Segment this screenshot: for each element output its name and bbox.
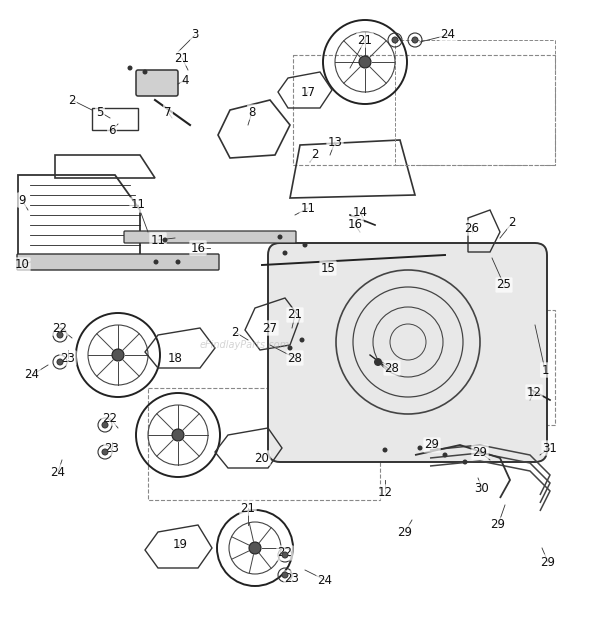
Circle shape	[175, 260, 181, 265]
Text: 10: 10	[15, 258, 30, 272]
Text: 6: 6	[108, 123, 116, 137]
Text: 30: 30	[474, 481, 489, 495]
Text: 5: 5	[96, 105, 104, 119]
Text: 23: 23	[61, 352, 76, 364]
Text: 24: 24	[441, 29, 455, 41]
FancyBboxPatch shape	[124, 231, 296, 243]
Circle shape	[392, 37, 398, 43]
Text: 21: 21	[358, 34, 372, 46]
Text: 26: 26	[464, 222, 480, 234]
Text: 29: 29	[473, 446, 487, 458]
Text: 12: 12	[378, 486, 392, 498]
Text: 23: 23	[284, 572, 300, 584]
Circle shape	[442, 453, 447, 457]
Text: 21: 21	[175, 51, 189, 65]
Text: 22: 22	[53, 321, 67, 335]
Circle shape	[162, 237, 168, 243]
Bar	[293, 55, 555, 165]
Text: 18: 18	[168, 352, 182, 364]
Text: 21: 21	[241, 502, 255, 514]
Text: 13: 13	[327, 135, 342, 149]
Circle shape	[277, 234, 283, 239]
Circle shape	[374, 358, 382, 366]
Text: 22: 22	[277, 547, 293, 559]
Text: 9: 9	[18, 194, 26, 206]
Text: 11: 11	[150, 234, 166, 246]
Text: 31: 31	[543, 441, 558, 455]
Circle shape	[382, 448, 388, 453]
Text: 29: 29	[398, 526, 412, 538]
Text: 2: 2	[508, 217, 516, 229]
Circle shape	[102, 422, 108, 428]
Text: 19: 19	[172, 538, 188, 552]
Text: 28: 28	[385, 361, 399, 375]
Circle shape	[282, 552, 288, 558]
FancyBboxPatch shape	[268, 243, 547, 462]
Text: 24: 24	[317, 573, 333, 587]
Text: 27: 27	[263, 321, 277, 335]
Text: 20: 20	[254, 451, 270, 464]
Text: 12: 12	[526, 385, 542, 399]
Circle shape	[127, 65, 133, 70]
Bar	[148, 388, 380, 500]
FancyBboxPatch shape	[136, 70, 178, 96]
Circle shape	[57, 359, 63, 365]
Text: 17: 17	[300, 86, 316, 98]
Circle shape	[463, 460, 467, 464]
Circle shape	[153, 260, 159, 265]
Circle shape	[143, 69, 148, 74]
Text: 4: 4	[181, 74, 189, 86]
FancyBboxPatch shape	[17, 254, 219, 270]
Circle shape	[282, 572, 288, 578]
Text: 24: 24	[51, 465, 65, 479]
Text: 25: 25	[497, 279, 512, 291]
Text: 29: 29	[424, 439, 440, 451]
Circle shape	[303, 243, 307, 248]
Circle shape	[412, 37, 418, 43]
Text: 21: 21	[287, 309, 303, 321]
Circle shape	[283, 250, 287, 255]
Text: eFindlayParts.com: eFindlayParts.com	[200, 340, 290, 350]
Bar	[293, 310, 555, 425]
Circle shape	[57, 332, 63, 338]
Text: 16: 16	[348, 218, 362, 232]
Text: 29: 29	[490, 519, 506, 531]
Text: 16: 16	[191, 241, 205, 255]
Text: 15: 15	[320, 262, 336, 274]
Circle shape	[359, 56, 371, 68]
Text: 1: 1	[541, 363, 549, 377]
Text: 7: 7	[164, 105, 172, 119]
Circle shape	[172, 429, 184, 441]
Text: 8: 8	[248, 105, 255, 119]
Text: 11: 11	[300, 201, 316, 215]
Text: 11: 11	[130, 199, 146, 211]
Text: 2: 2	[312, 149, 319, 161]
Text: 2: 2	[231, 326, 239, 338]
Text: 3: 3	[191, 29, 199, 41]
Circle shape	[102, 449, 108, 455]
Text: 28: 28	[287, 352, 303, 364]
Circle shape	[287, 345, 293, 351]
Text: 14: 14	[352, 206, 368, 218]
Text: 23: 23	[104, 441, 119, 455]
Text: 2: 2	[68, 93, 76, 107]
Circle shape	[249, 542, 261, 554]
Circle shape	[418, 446, 422, 450]
Circle shape	[112, 349, 124, 361]
Text: 24: 24	[25, 368, 40, 382]
Text: 22: 22	[103, 411, 117, 425]
Text: 29: 29	[540, 556, 556, 568]
Circle shape	[300, 337, 304, 342]
